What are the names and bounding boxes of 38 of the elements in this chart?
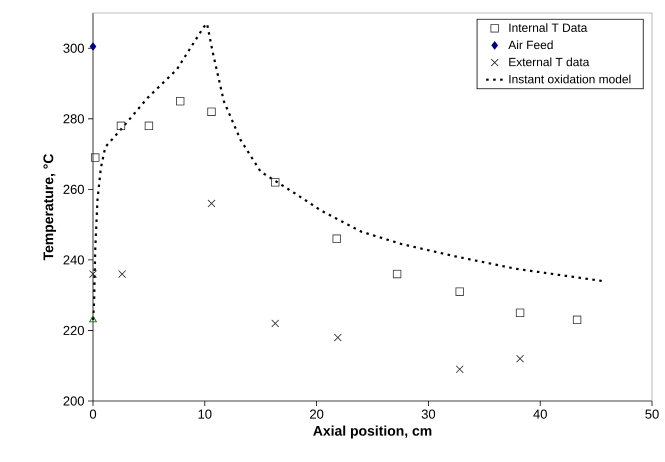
point bbox=[572, 316, 582, 324]
x-tick-label: 10 bbox=[198, 410, 212, 419]
point bbox=[116, 122, 126, 130]
point bbox=[144, 122, 154, 130]
x-tick-label: 30 bbox=[422, 410, 436, 419]
point bbox=[332, 234, 341, 243]
point bbox=[392, 270, 402, 278]
y-axis-title: Temperature, °C bbox=[43, 154, 56, 260]
point bbox=[207, 108, 216, 116]
point bbox=[271, 178, 280, 186]
point bbox=[271, 319, 280, 328]
point bbox=[516, 354, 524, 363]
point bbox=[176, 96, 184, 106]
x-tick-label: 0 bbox=[90, 410, 96, 419]
point bbox=[118, 270, 126, 278]
y-tick-label: 300 bbox=[63, 44, 84, 53]
point bbox=[89, 315, 97, 322]
x-tick-label: 40 bbox=[533, 410, 547, 419]
point bbox=[91, 153, 100, 162]
point bbox=[208, 200, 216, 208]
x-tick-label: 50 bbox=[645, 410, 659, 419]
point bbox=[334, 334, 342, 342]
y-tick-label: 240 bbox=[64, 255, 84, 264]
y-tick-label: 220 bbox=[64, 326, 84, 336]
y-tick-label: 280 bbox=[64, 114, 84, 124]
legend-label: Air Feed bbox=[508, 40, 553, 50]
point bbox=[516, 308, 524, 317]
point bbox=[89, 270, 97, 278]
legend-label: Instant oxidation model bbox=[509, 74, 630, 84]
y-tick-label: 200 bbox=[64, 396, 84, 406]
y-tick-label: 260 bbox=[64, 184, 84, 194]
point bbox=[90, 42, 96, 51]
point bbox=[456, 365, 464, 374]
legend-label: External T data bbox=[509, 57, 590, 66]
point bbox=[456, 287, 464, 296]
x-tick-label: 20 bbox=[310, 410, 324, 419]
x-axis-title: Axial position, cm bbox=[313, 426, 432, 439]
legend-label: Internal T Data bbox=[509, 23, 588, 32]
